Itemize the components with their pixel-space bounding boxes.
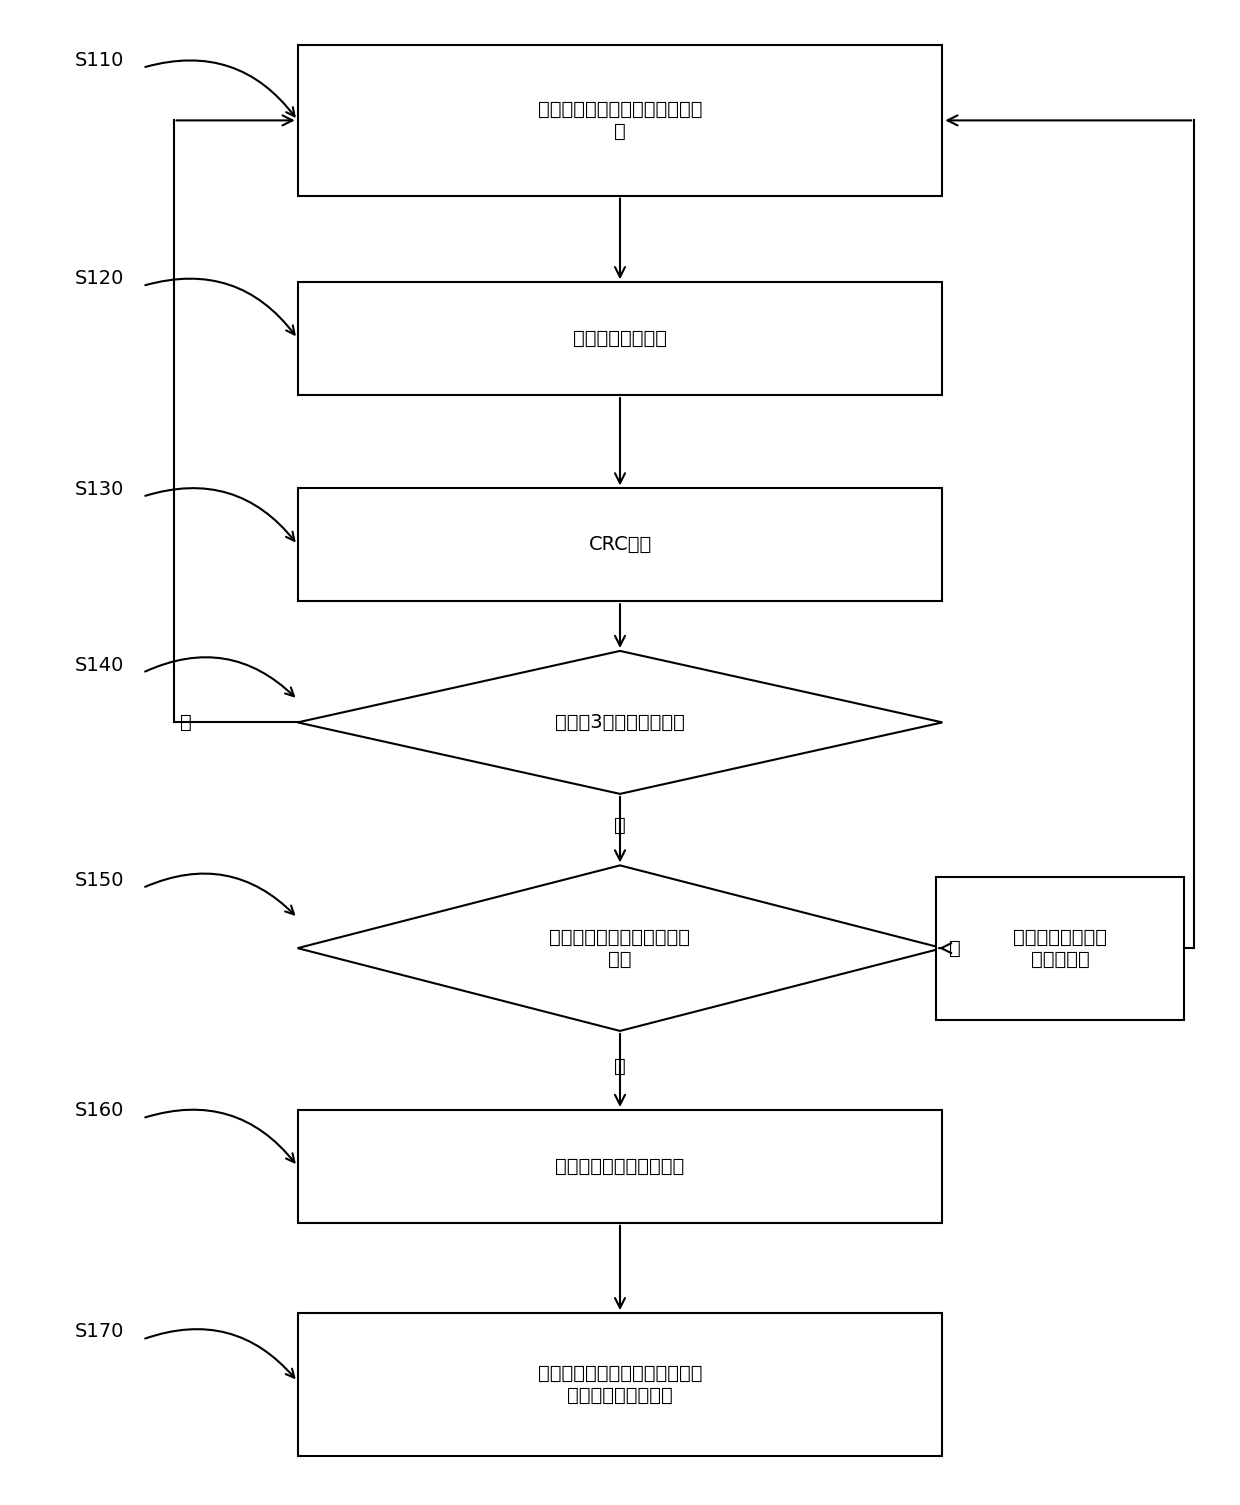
Text: S160: S160 <box>74 1102 124 1120</box>
Text: 绘制列尾风压及列尾电池的数据
曲线并分析故障原因: 绘制列尾风压及列尾电池的数据 曲线并分析故障原因 <box>538 1364 702 1406</box>
Text: 是: 是 <box>614 816 626 835</box>
Text: S150: S150 <box>74 871 124 889</box>
Text: 否: 否 <box>949 939 960 957</box>
Text: 串口已3秒未接收到字节: 串口已3秒未接收到字节 <box>556 713 684 731</box>
Text: S120: S120 <box>74 269 124 287</box>
Polygon shape <box>298 650 942 793</box>
Bar <box>298 488 942 600</box>
Text: 按照协议解析并缓存数据: 按照协议解析并缓存数据 <box>556 1157 684 1175</box>
Polygon shape <box>298 865 942 1031</box>
Bar <box>298 1111 942 1222</box>
Text: 发送读取风压及电
压曲线指令: 发送读取风压及电 压曲线指令 <box>1013 927 1107 969</box>
Text: S110: S110 <box>74 51 124 69</box>
Text: CRC验证: CRC验证 <box>588 536 652 554</box>
Bar <box>298 45 942 196</box>
Text: 已发送读取风压及电压曲线
指令: 已发送读取风压及电压曲线 指令 <box>549 927 691 969</box>
Bar <box>298 283 942 394</box>
Bar <box>298 1312 942 1457</box>
Text: 是: 是 <box>614 1057 626 1076</box>
Text: 读取列尾风压和列尾电池电压数
据: 读取列尾风压和列尾电池电压数 据 <box>538 99 702 141</box>
Text: S130: S130 <box>74 480 124 498</box>
Text: S140: S140 <box>74 656 124 674</box>
Bar <box>936 876 1184 1020</box>
Text: S170: S170 <box>74 1323 124 1341</box>
Text: 拼接帧头帧尾数据: 拼接帧头帧尾数据 <box>573 330 667 348</box>
Text: 否: 否 <box>181 713 192 731</box>
